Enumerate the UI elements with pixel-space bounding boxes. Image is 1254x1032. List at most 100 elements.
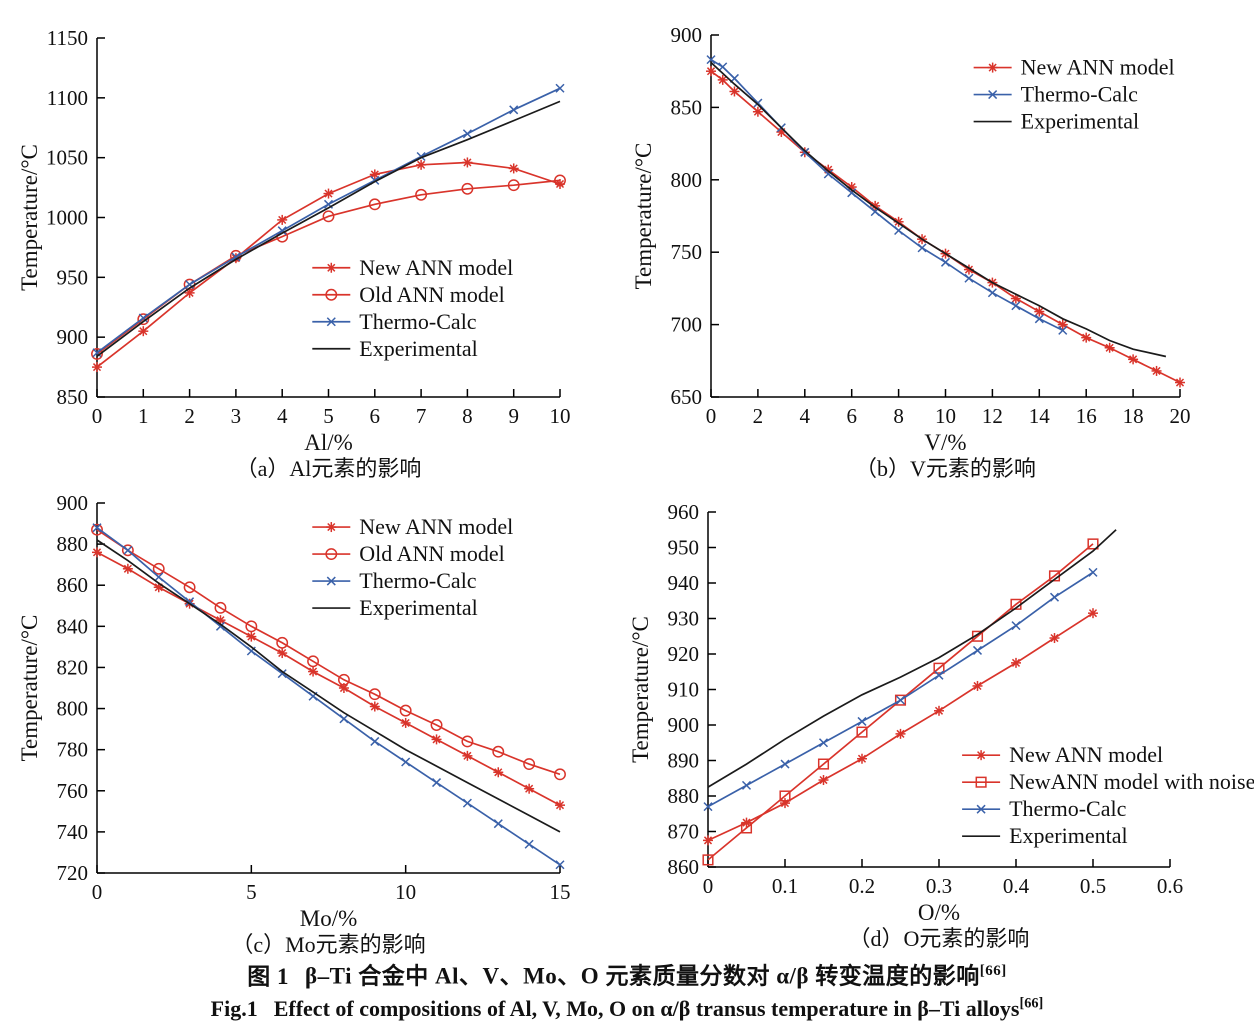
legend-label: Thermo-Calc — [359, 309, 477, 334]
y-tick-label: 1050 — [46, 146, 88, 170]
subplot-caption: （d）O元素的影响 — [849, 926, 1030, 951]
legend-item-old-ann-model: Old ANN model — [312, 541, 505, 566]
legend-label: Experimental — [1021, 109, 1140, 134]
x-tick-label: 4 — [277, 404, 288, 428]
subplot-caption: （b）V元素的影响 — [855, 456, 1036, 480]
y-tick-label: 940 — [668, 571, 700, 595]
x-tick-label: 16 — [1076, 404, 1097, 428]
series-new-ann-model — [92, 547, 565, 811]
figure-captions: 图 1 β–Ti 合金中 Al、V、Mo、O 元素质量分数对 α/β 转变温度的影… — [0, 962, 1254, 1023]
y-tick-label: 900 — [668, 713, 700, 737]
y-axis-label: Temperature/°C — [17, 615, 42, 762]
y-tick-label: 780 — [57, 738, 89, 762]
legend-label: Thermo-Calc — [1009, 796, 1127, 821]
x-tick-label: 0 — [703, 874, 714, 898]
legend-item-experimental: Experimental — [973, 109, 1140, 134]
x-tick-label: 15 — [550, 880, 571, 904]
y-tick-label: 930 — [668, 607, 700, 631]
x-axis-label: O/% — [918, 900, 960, 925]
subplot-caption: （a）Al元素的影响 — [236, 456, 422, 480]
legend-label: NewANN model with noise — [1009, 769, 1254, 794]
y-tick-label: 1100 — [47, 86, 88, 110]
y-tick-label: 860 — [57, 573, 89, 597]
y-tick-label: 1000 — [46, 206, 88, 230]
x-tick-label: 0.6 — [1157, 874, 1183, 898]
x-tick-label: 0.4 — [1003, 874, 1030, 898]
legend-item-thermo-calc: Thermo-Calc — [973, 82, 1138, 107]
y-axis-label: Temperature/°C — [631, 143, 656, 290]
y-axis-label: Temperature/°C — [628, 616, 653, 763]
x-tick-label: 10 — [395, 880, 416, 904]
caption-en-label: Fig.1 — [210, 996, 258, 1022]
x-tick-label: 20 — [1170, 404, 1191, 428]
caption-zh-text: β–Ti 合金中 Al、V、Mo、O 元素质量分数对 α/β 转变温度的影响 — [305, 963, 980, 989]
x-tick-label: 0 — [706, 404, 717, 428]
series-experimental — [707, 529, 1117, 788]
axes — [96, 37, 561, 398]
legend-item-old-ann-model: Old ANN model — [312, 282, 505, 307]
legend-label: New ANN model — [1021, 55, 1175, 80]
chart-canvas-a: 0 1 2 3 4 5 6 7 8 9 10 850 900 950 1000 1050 1100 1150 Al/… — [0, 0, 627, 481]
x-axis-label: Mo/% — [300, 906, 358, 931]
chart-b-svg: 0 2 4 6 8 10 12 14 16 18 20 650 700 750 800 850 900 V/% Te… — [631, 23, 1191, 481]
y-tick-label: 900 — [671, 23, 703, 47]
series-old-ann-model — [91, 523, 566, 781]
legend-item-thermo-calc: Thermo-Calc — [962, 796, 1127, 821]
caption-en-text: Effect of compositions of Al, V, Mo, O o… — [273, 996, 1020, 1022]
x-tick-label: 6 — [370, 404, 381, 428]
x-tick-label: 0 — [92, 404, 103, 428]
chart-canvas-d: 0 0.1 0.2 0.3 0.4 0.5 0.6 860 870 880 890 900 910 920… — [627, 480, 1254, 960]
y-tick-label: 960 — [668, 500, 700, 524]
x-tick-label: 8 — [893, 404, 904, 428]
x-tick-label: 1 — [138, 404, 149, 428]
y-tick-label: 720 — [57, 861, 89, 885]
x-tick-label: 5 — [246, 880, 257, 904]
legend-label: Experimental — [1009, 823, 1128, 848]
y-tick-label: 880 — [57, 532, 89, 556]
y-tick-label: 800 — [671, 168, 703, 192]
series-new-ann-model — [92, 157, 565, 373]
legend-item-new-ann-model: New ANN model — [973, 55, 1175, 80]
series-experimental — [96, 539, 561, 833]
legend-label: Old ANN model — [359, 541, 504, 566]
legend-item-newann-model-with-noise: NewANN model with noise — [962, 769, 1254, 794]
y-tick-label: 820 — [57, 655, 89, 679]
x-tick-label: 12 — [982, 404, 1003, 428]
y-tick-label: 900 — [57, 491, 89, 515]
y-tick-label: 1150 — [47, 26, 88, 50]
x-tick-label: 0.5 — [1080, 874, 1106, 898]
series-thermo-calc — [92, 523, 565, 870]
x-tick-label: 3 — [231, 404, 242, 428]
y-tick-label: 910 — [668, 678, 700, 702]
x-tick-label: 2 — [184, 404, 195, 428]
chart-canvas-c: 0 5 10 15 720 740 760 780 800 820 840 860 880 900 Mo/%… — [0, 480, 627, 960]
series-thermo-calc — [706, 55, 1068, 335]
chart-d-svg: 0 0.1 0.2 0.3 0.4 0.5 0.6 860 870 880 890 900 910 920… — [628, 500, 1254, 951]
caption-zh-label: 图 1 — [247, 963, 290, 989]
legend-label: Experimental — [359, 595, 478, 620]
series-new-ann-model — [703, 608, 1098, 846]
y-tick-label: 700 — [671, 313, 703, 337]
y-tick-label: 750 — [671, 240, 703, 264]
series-thermo-calc — [703, 567, 1098, 812]
y-tick-label: 840 — [57, 614, 89, 638]
x-tick-label: 4 — [800, 404, 811, 428]
x-tick-label: 10 — [550, 404, 571, 428]
chart-grid: 0 1 2 3 4 5 6 7 8 9 10 850 900 950 1000 1050 1100 1150 Al/… — [0, 0, 1254, 960]
subplot-d: 0 0.1 0.2 0.3 0.4 0.5 0.6 860 870 880 890 900 910 920… — [627, 480, 1254, 960]
caption-english: Fig.1 Effect of compositions of Al, V, Mo… — [0, 995, 1254, 1023]
y-axis-label: Temperature/°C — [17, 144, 42, 291]
axes — [96, 502, 561, 874]
legend-label: Experimental — [359, 336, 478, 361]
x-tick-label: 18 — [1123, 404, 1144, 428]
legend-item-experimental: Experimental — [962, 823, 1128, 848]
subplot-b: 0 2 4 6 8 10 12 14 16 18 20 650 700 750 800 850 900 V/% Te… — [627, 0, 1254, 481]
series-experimental — [96, 100, 561, 357]
y-tick-label: 950 — [57, 265, 89, 289]
legend-item-new-ann-model: New ANN model — [312, 255, 513, 280]
y-tick-label: 880 — [668, 784, 700, 808]
legend-label: Thermo-Calc — [359, 568, 477, 593]
